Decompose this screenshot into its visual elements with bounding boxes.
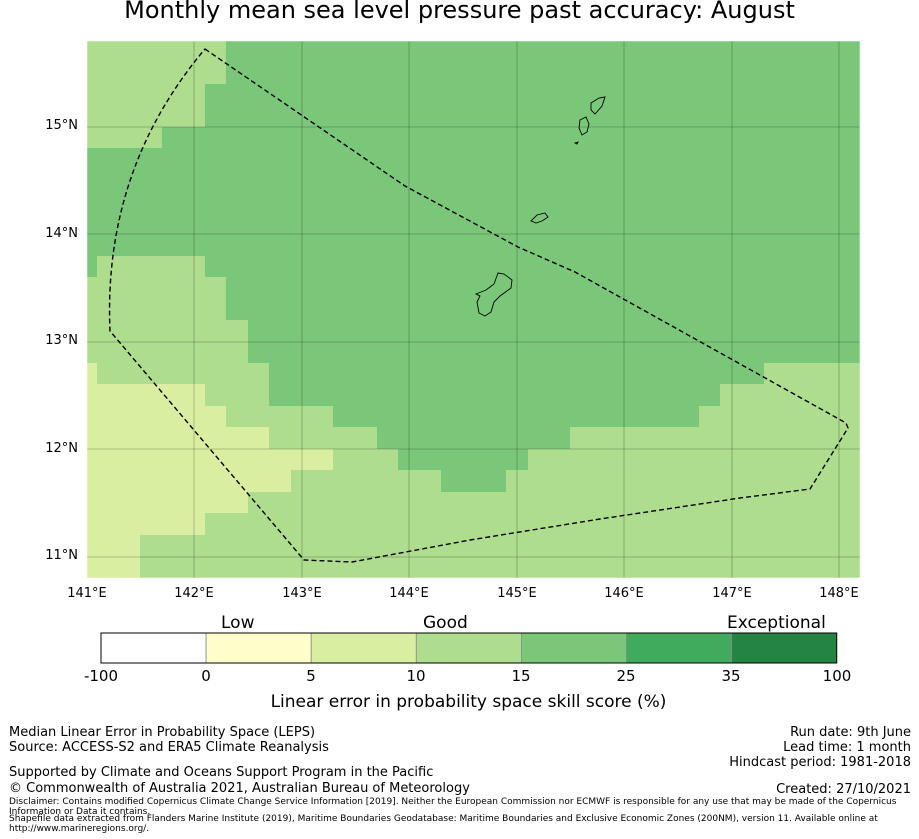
lat-tick-label: 14°N	[45, 226, 78, 241]
region-good-light-south	[87, 256, 860, 578]
colorbar-segment	[205, 632, 312, 664]
island-saipan	[590, 96, 606, 115]
colorbar-tick: -100	[83, 667, 119, 685]
region-fair	[87, 363, 333, 578]
colorbar-tick: 15	[511, 667, 531, 685]
lat-tick-label: 13°N	[45, 333, 78, 348]
lon-tick-label: 141°E	[67, 586, 107, 601]
region-good-light-north	[87, 41, 226, 148]
colorbar-segment	[521, 632, 627, 664]
lon-tick-label: 142°E	[174, 586, 214, 601]
footer-run-date: Run date: 9th June	[790, 725, 911, 740]
skill-cells	[87, 41, 860, 578]
colorbar-segment	[100, 632, 207, 664]
footer-copyright: © Commonwealth of Australia 2021, Austra…	[9, 781, 470, 796]
graticule	[87, 41, 860, 578]
colorbar-frame	[100, 632, 838, 664]
lat-tick-label: 11°N	[45, 548, 78, 563]
colorbar-tick: 100	[822, 667, 852, 685]
footer-source: Source: ACCESS-S2 and ERA5 Climate Reana…	[9, 740, 329, 755]
colorbar-segment	[415, 632, 522, 664]
colorbar-segment	[626, 632, 732, 664]
lon-tick-label: 146°E	[604, 586, 644, 601]
category-good: Good	[423, 613, 468, 633]
category-exceptional: Exceptional	[727, 613, 826, 633]
footer-lead-time: Lead time: 1 month	[783, 740, 911, 755]
lat-tick-label: 12°N	[45, 441, 78, 456]
lon-tick-label: 144°E	[389, 586, 429, 601]
island-guam	[474, 272, 513, 317]
colorbar-segment	[310, 632, 417, 664]
colorbar-tick: 25	[616, 667, 636, 685]
footer-supported: Supported by Climate and Oceans Support …	[9, 765, 434, 780]
footer-shapefile: Shapefile data extracted from Flanders M…	[9, 814, 878, 834]
footer-disclaimer: Disclaimer: Contains modified Copernicus…	[9, 797, 897, 817]
lon-tick-label: 145°E	[497, 586, 537, 601]
colorbar-tick: 0	[201, 667, 211, 685]
eez-boundary	[108, 48, 849, 563]
colorbar	[100, 632, 838, 664]
map-frame	[86, 40, 861, 579]
footer-hindcast: Hindcast period: 1981-2018	[729, 755, 911, 770]
island-tinian	[578, 116, 590, 136]
skill-map	[86, 40, 861, 664]
lon-tick-label: 143°E	[282, 586, 322, 601]
footer-created: Created: 27/10/2021	[776, 782, 911, 797]
colorbar-tick: 10	[406, 667, 426, 685]
island-aguijan	[573, 141, 579, 145]
lon-tick-label: 148°E	[819, 586, 859, 601]
footer-method: Median Linear Error in Probability Space…	[9, 725, 316, 740]
colorbar-segment	[731, 632, 838, 664]
colorbar-label: Linear error in probability space skill …	[270, 692, 667, 712]
map-title: Monthly mean sea level pressure past acc…	[124, 0, 795, 24]
lat-tick-label: 15°N	[45, 118, 78, 133]
island-rota	[530, 212, 549, 224]
colorbar-tick: 35	[721, 667, 741, 685]
category-low: Low	[221, 613, 255, 633]
colorbar-tick: 5	[306, 667, 316, 685]
lon-tick-label: 147°E	[712, 586, 752, 601]
islands	[474, 96, 606, 317]
